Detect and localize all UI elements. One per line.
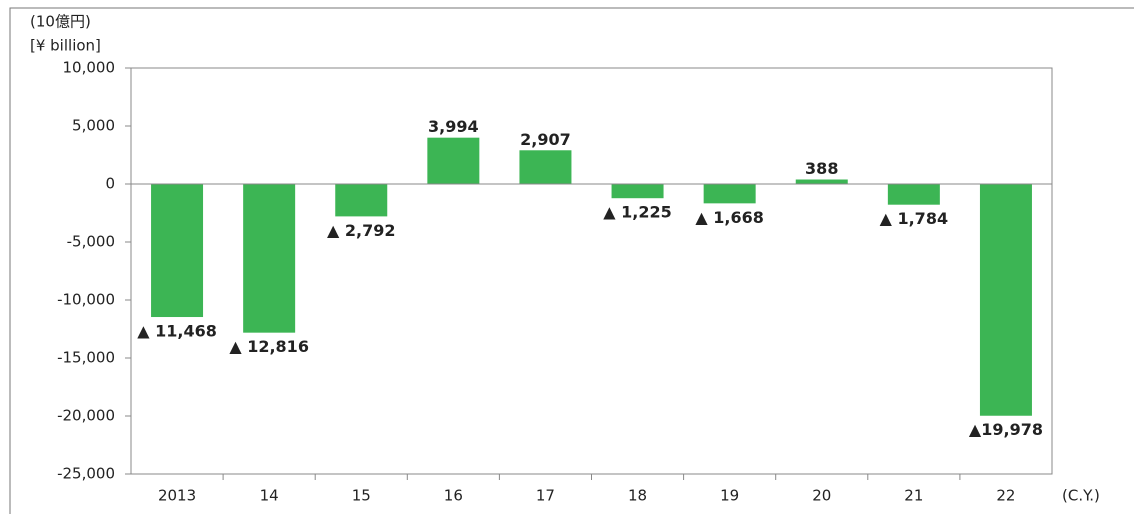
x-tick-label: 21	[904, 487, 923, 505]
y-tick-label: 5,000	[72, 117, 115, 135]
frame	[9, 7, 1134, 514]
value-label: 2,907	[520, 130, 571, 149]
value-label: ▲ 1,225	[603, 203, 671, 222]
y-tick-label: -20,000	[57, 407, 115, 425]
y-unit-label: (10億円)	[30, 13, 91, 31]
y-unit-label: [¥ billion]	[30, 37, 101, 55]
x-unit-label: (C.Y.)	[1062, 487, 1100, 505]
x-tick-label: 22	[996, 487, 1015, 505]
bar	[979, 184, 1032, 416]
value-label: ▲ 2,792	[327, 221, 395, 240]
value-label: 3,994	[428, 117, 479, 136]
bar	[243, 184, 296, 333]
x-tick-label: 20	[812, 487, 831, 505]
bar	[151, 184, 204, 318]
bar	[335, 184, 388, 217]
y-tick-label: -10,000	[57, 291, 115, 309]
y-tick-label: -15,000	[57, 349, 115, 367]
x-tick-label: 15	[352, 487, 371, 505]
y-tick-label: 10,000	[63, 59, 116, 77]
y-tick-label: 0	[105, 175, 115, 193]
bar	[611, 184, 664, 199]
value-label: ▲19,978	[969, 420, 1043, 439]
bar	[795, 179, 848, 184]
value-label: ▲ 1,784	[880, 209, 948, 228]
bar	[427, 137, 480, 184]
value-label: ▲ 12,816	[229, 337, 309, 356]
value-label: ▲ 1,668	[695, 208, 763, 227]
x-tick-label: 19	[720, 487, 739, 505]
value-label: 388	[805, 159, 838, 178]
bar	[703, 184, 756, 204]
x-tick-label: 16	[444, 487, 463, 505]
x-tick-label: 2013	[158, 487, 196, 505]
value-label: ▲ 11,468	[137, 322, 217, 341]
bar	[887, 184, 940, 205]
x-tick-label: 17	[536, 487, 555, 505]
y-tick-label: -25,000	[57, 465, 115, 483]
bar	[519, 150, 572, 184]
x-tick-label: 18	[628, 487, 647, 505]
y-tick-label: -5,000	[67, 233, 115, 251]
x-tick-label: 14	[260, 487, 279, 505]
